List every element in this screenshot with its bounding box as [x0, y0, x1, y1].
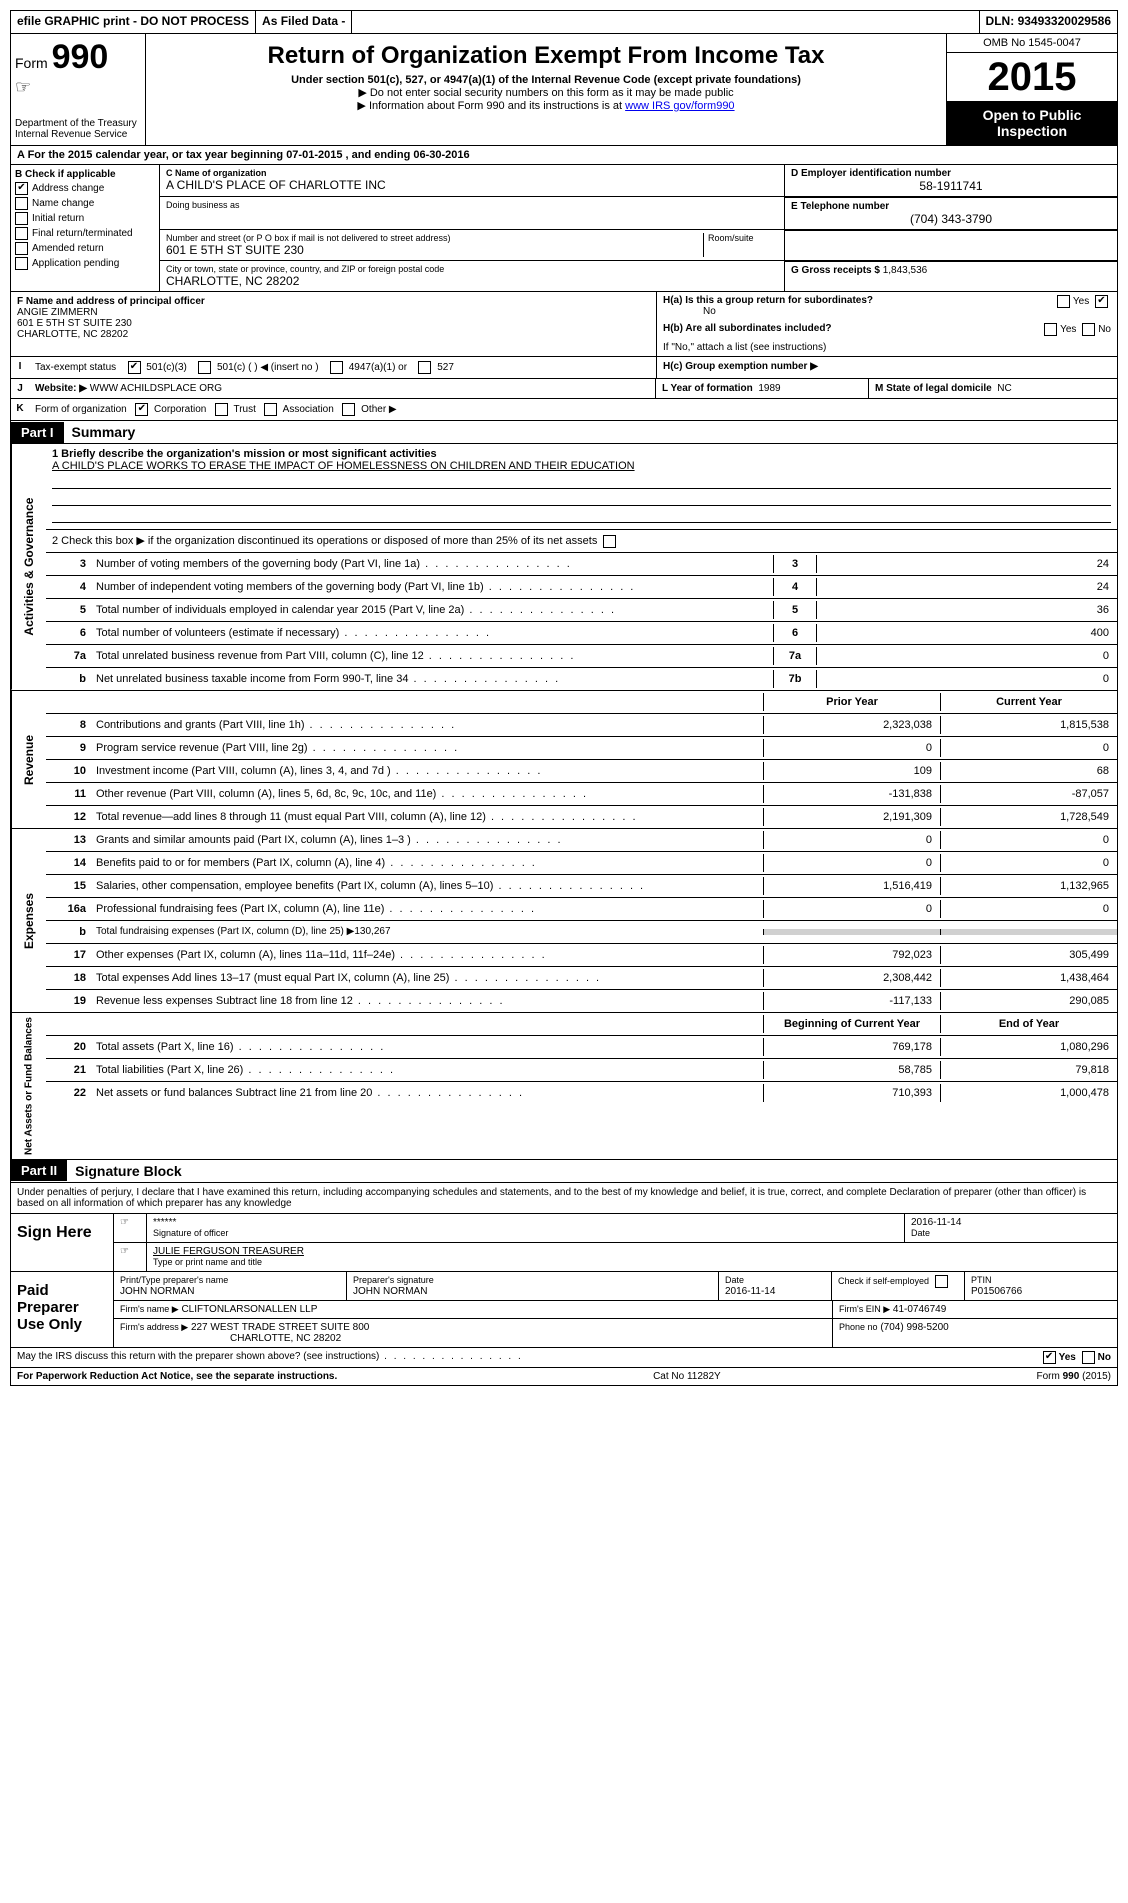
asfiled-label: As Filed Data - [256, 11, 352, 33]
checkbox-item[interactable]: Amended return [15, 242, 155, 255]
table-row: 18Total expenses Add lines 13–17 (must e… [46, 967, 1117, 990]
box-m: M State of legal domicile NC [868, 379, 1117, 398]
top-bar: efile GRAPHIC print - DO NOT PROCESS As … [10, 10, 1118, 34]
ptin-value: P01506766 [971, 1286, 1022, 1297]
gross-receipts: 1,843,536 [883, 265, 928, 276]
side-netassets: Net Assets or Fund Balances [11, 1013, 46, 1159]
signature-block: Under penalties of perjury, I declare th… [10, 1183, 1118, 1368]
form-number: Form 990 [15, 38, 141, 77]
table-row: 7aTotal unrelated business revenue from … [46, 645, 1117, 668]
box-h: H(a) Is this a group return for subordin… [656, 292, 1117, 356]
table-row: bNet unrelated business taxable income f… [46, 668, 1117, 690]
paid-preparer-label: Paid Preparer Use Only [11, 1272, 114, 1347]
website-value: WWW ACHILDSPLACE ORG [90, 383, 222, 394]
subtitle-1: Under section 501(c), 527, or 4947(a)(1)… [291, 74, 801, 86]
irs-label: Internal Revenue Service [15, 129, 141, 140]
subtitle-2: ▶ Do not enter social security numbers o… [150, 86, 942, 99]
table-row: 14Benefits paid to or for members (Part … [46, 852, 1117, 875]
table-row: 9Program service revenue (Part VIII, lin… [46, 737, 1117, 760]
checkbox-item[interactable]: ✔Address change [15, 182, 155, 195]
checkbox-item[interactable]: Final return/terminated [15, 227, 155, 240]
side-governance: Activities & Governance [11, 444, 46, 690]
table-row: 4Number of independent voting members of… [46, 576, 1117, 599]
side-revenue: Revenue [11, 691, 46, 828]
table-row: 16aProfessional fundraising fees (Part I… [46, 898, 1117, 921]
omb-number: OMB No 1545-0047 [947, 34, 1117, 53]
sign-here-label: Sign Here [11, 1214, 114, 1271]
box-hc: H(c) Group exemption number ▶ [656, 357, 1117, 378]
form-title: Return of Organization Exempt From Incom… [150, 42, 942, 70]
table-row: 22Net assets or fund balances Subtract l… [46, 1082, 1117, 1104]
section-bcdeg: B Check if applicable ✔Address changeNam… [10, 165, 1118, 292]
table-row: 5Total number of individuals employed in… [46, 599, 1117, 622]
table-row: 8Contributions and grants (Part VIII, li… [46, 714, 1117, 737]
firm-name: CLIFTONLARSONALLEN LLP [181, 1304, 317, 1315]
ein-value: 58-1911741 [791, 179, 1111, 193]
table-row: 10Investment income (Part VIII, column (… [46, 760, 1117, 783]
table-row: 17Other expenses (Part IX, column (A), l… [46, 944, 1117, 967]
footer: For Paperwork Reduction Act Notice, see … [10, 1368, 1118, 1386]
table-row: 15Salaries, other compensation, employee… [46, 875, 1117, 898]
table-row: 21Total liabilities (Part X, line 26)58,… [46, 1059, 1117, 1082]
row-i: I Tax-exempt status ✔ 501(c)(3) 501(c) (… [10, 357, 1118, 379]
mission-text: A CHILD'S PLACE WORKS TO ERASE THE IMPAC… [52, 460, 635, 472]
header-center: Return of Organization Exempt From Incom… [146, 34, 946, 145]
row-k: K Form of organization ✔ Corporation Tru… [10, 399, 1118, 421]
org-name: A CHILD'S PLACE OF CHARLOTTE INC [166, 178, 778, 192]
table-row: 20Total assets (Part X, line 16)769,1781… [46, 1036, 1117, 1059]
side-expenses: Expenses [11, 829, 46, 1012]
officer-name: ANGIE ZIMMERN [17, 307, 98, 318]
spacer [352, 11, 979, 33]
table-row: 6Total number of volunteers (estimate if… [46, 622, 1117, 645]
table-row: 11Other revenue (Part VIII, column (A), … [46, 783, 1117, 806]
checkbox-item[interactable]: Initial return [15, 212, 155, 225]
box-cde: C Name of organization A CHILD'S PLACE O… [160, 165, 1117, 291]
header-left: Form 990 ☞ Department of the Treasury In… [11, 34, 146, 145]
perjury-text: Under penalties of perjury, I declare th… [11, 1183, 1117, 1213]
city-state-zip: CHARLOTTE, NC 28202 [166, 274, 778, 288]
checkbox-item[interactable]: Name change [15, 197, 155, 210]
governance-section: Activities & Governance 1 Briefly descri… [10, 444, 1118, 691]
box-l: L Year of formation 1989 [655, 379, 868, 398]
part-ii-header: Part II Signature Block [10, 1160, 1118, 1183]
checkbox-item[interactable]: Application pending [15, 257, 155, 270]
netassets-section: Net Assets or Fund Balances Beginning of… [10, 1013, 1118, 1160]
table-row: 19Revenue less expenses Subtract line 18… [46, 990, 1117, 1012]
irs-link[interactable]: www IRS gov/form990 [625, 100, 734, 112]
catalog-number: Cat No 11282Y [653, 1371, 721, 1382]
part-i-header: Part I Summary [10, 421, 1118, 444]
form-page: efile GRAPHIC print - DO NOT PROCESS As … [0, 0, 1128, 1396]
dln: DLN: 93493320029586 [980, 11, 1117, 33]
street-address: 601 E 5TH ST SUITE 230 [166, 243, 703, 257]
box-b: B Check if applicable ✔Address changeNam… [11, 165, 160, 291]
table-row: bTotal fundraising expenses (Part IX, co… [46, 921, 1117, 944]
table-row: 13Grants and similar amounts paid (Part … [46, 829, 1117, 852]
row-fh: F Name and address of principal officer … [10, 292, 1118, 357]
row-a-period: A For the 2015 calendar year, or tax yea… [10, 146, 1118, 165]
revenue-section: Revenue Prior Year Current Year 8Contrib… [10, 691, 1118, 829]
expenses-section: Expenses 13Grants and similar amounts pa… [10, 829, 1118, 1013]
preparer-name: JOHN NORMAN [120, 1286, 194, 1297]
table-row: 3Number of voting members of the governi… [46, 553, 1117, 576]
header-right: OMB No 1545-0047 2015 Open to Public Ins… [946, 34, 1117, 145]
phone-value: (704) 343-3790 [791, 212, 1111, 226]
dept-label: Department of the Treasury [15, 118, 141, 129]
header: Form 990 ☞ Department of the Treasury In… [10, 34, 1118, 146]
open-inspection: Open to Public Inspection [947, 101, 1117, 145]
row-j: J Website: ▶ WWW ACHILDSPLACE ORG L Year… [10, 379, 1118, 399]
paperwork-notice: For Paperwork Reduction Act Notice, see … [17, 1371, 337, 1382]
tax-year: 2015 [947, 53, 1117, 101]
officer-printed-name: JULIE FERGUSON TREASURER [153, 1246, 304, 1257]
form-ref: Form 990 (2015) [1037, 1371, 1111, 1382]
box-f: F Name and address of principal officer … [11, 292, 656, 356]
table-row: 12Total revenue—add lines 8 through 11 (… [46, 806, 1117, 828]
efile-label: efile GRAPHIC print - DO NOT PROCESS [11, 11, 256, 33]
subtitle-3: ▶ Information about Form 990 and its ins… [150, 99, 942, 112]
